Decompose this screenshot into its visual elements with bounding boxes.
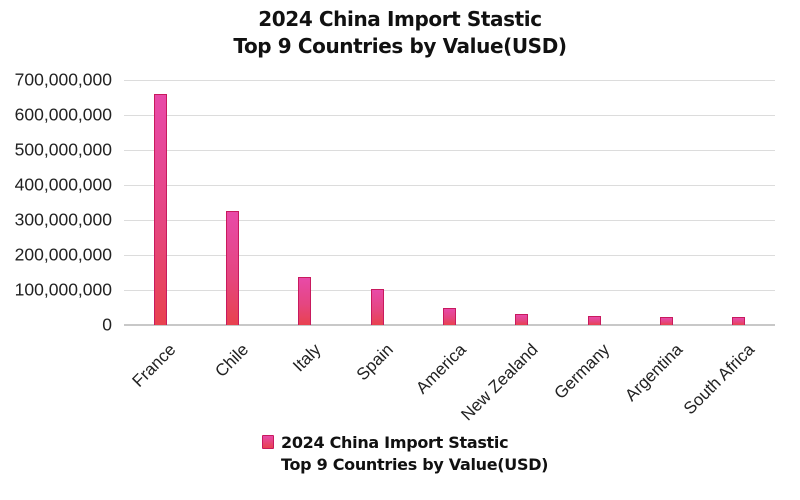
y-tick-label: 500,000,000 [14,139,112,160]
gridline [124,290,775,291]
legend[interactable]: 2024 China Import Stastic Top 9 Countrie… [262,432,549,476]
x-tick-label: Chile [210,340,252,381]
y-tick-label: 100,000,000 [14,279,112,300]
chart-title-line2: Top 9 Countries by Value(USD) [233,34,567,58]
y-tick-label: 600,000,000 [14,104,112,125]
x-tick-label: Italy [288,340,325,376]
y-tick-label: 400,000,000 [14,174,112,195]
x-tick-label: Argentina [620,340,686,405]
x-tick-label: France [128,340,180,391]
x-tick-label: Spain [352,340,398,385]
gridline [124,115,775,116]
y-tick-label: 200,000,000 [14,244,112,265]
legend-label: 2024 China Import Stastic Top 9 Countrie… [281,432,549,476]
bar-france[interactable] [153,93,167,325]
y-tick-label: 300,000,000 [14,209,112,230]
x-tick-label: America [411,340,470,398]
gridline [124,185,775,186]
bar-argentina[interactable] [660,317,673,325]
gridline [124,150,775,151]
legend-label-line2: Top 9 Countries by Value(USD) [281,455,549,474]
bar-new-zealand[interactable] [515,314,529,325]
y-tick-label: 0 [102,314,112,335]
gridline [124,220,775,221]
bar-america[interactable] [443,307,456,325]
bar-south-africa[interactable] [732,317,746,325]
legend-swatch-icon [262,435,274,449]
x-tick-label: Germany [550,340,614,403]
bar-chile[interactable] [226,210,239,325]
legend-label-line1: 2024 China Import Stastic [281,433,509,452]
gridline [124,255,775,256]
bar-spain[interactable] [370,289,384,325]
chart-title: 2024 China Import Stastic Top 9 Countrie… [0,6,800,60]
bar-germany[interactable] [587,315,601,325]
x-tick-label: South Africa [679,340,758,419]
plot-area [124,80,775,326]
gridline [124,324,775,326]
chart-title-line1: 2024 China Import Stastic [258,7,542,31]
y-tick-label: 700,000,000 [14,69,112,90]
gridline [124,80,775,81]
bar-italy[interactable] [298,277,312,325]
